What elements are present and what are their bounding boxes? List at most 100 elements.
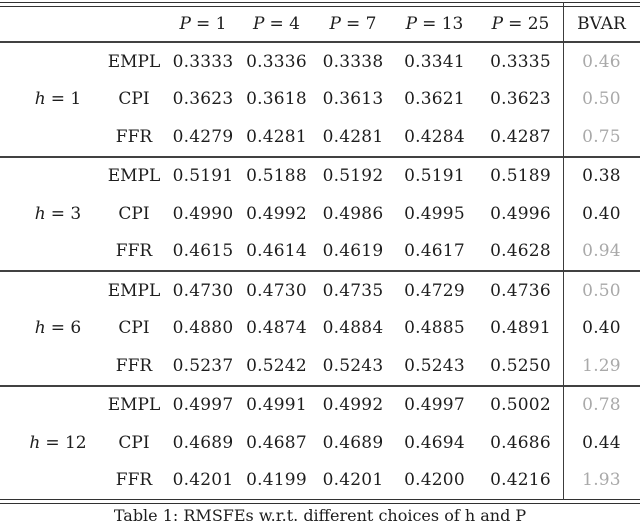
- h-label-cell: h = 3: [0, 204, 100, 224]
- p-value: = 4: [269, 14, 300, 34]
- value-cell: 0.4995: [404, 203, 465, 224]
- group-separator-rule: [0, 270, 640, 272]
- table-row: EMPL 0.3333 0.3336 0.3338 0.3341 0.3335 0.46: [0, 43, 640, 81]
- bvar-value-cell: 0.40: [582, 318, 621, 339]
- value-cell: 0.5237: [172, 355, 234, 376]
- value-cell: 0.5189: [490, 166, 551, 187]
- table-header-row: P = 1 P = 4 P = 7 P = 13 P = 25 BVAR: [0, 7, 640, 41]
- bvar-value-cell: 0.44: [582, 432, 621, 453]
- value-cell: 0.4694: [404, 432, 465, 453]
- value-cell: 0.4615: [172, 241, 234, 262]
- table-body: EMPL 0.3333 0.3336 0.3338 0.3341 0.3335 0.46 h =…: [0, 43, 640, 499]
- bvar-value-cell: 0.75: [582, 126, 621, 147]
- table-row: EMPL 0.5191 0.5188 0.5192 0.5191 0.5189 0.38: [0, 158, 640, 196]
- p-value: = 25: [508, 14, 550, 34]
- row-variable-label: CPI: [118, 432, 150, 453]
- value-cell: 0.3623: [172, 89, 234, 110]
- p-symbol: P: [179, 14, 191, 34]
- bvar-separator-line: [563, 2, 564, 500]
- h-label-cell: h = 6: [0, 318, 100, 338]
- table-row: FFR 0.4615 0.4614 0.4619 0.4617 0.4628 0.94: [0, 233, 640, 271]
- group-separator-rule: [0, 155, 640, 158]
- value-cell: 0.4891: [490, 318, 551, 339]
- header-col-p4: P = 4: [238, 14, 315, 34]
- h-symbol: h: [29, 432, 41, 453]
- value-cell: 0.4885: [404, 318, 465, 339]
- row-variable-label: FFR: [115, 126, 153, 147]
- h-value: = 12: [45, 432, 87, 453]
- value-cell: 0.4201: [322, 470, 384, 491]
- bvar-value-cell: 0.78: [582, 395, 621, 416]
- row-variable-label: EMPL: [107, 280, 161, 301]
- value-cell: 0.4689: [172, 432, 234, 453]
- header-col-p1: P = 1: [168, 14, 238, 34]
- value-cell: 0.4689: [322, 432, 384, 453]
- bvar-value-cell: 0.94: [582, 241, 621, 262]
- value-cell: 0.4730: [246, 280, 307, 301]
- header-rule: [0, 41, 640, 43]
- value-cell: 0.4287: [490, 126, 551, 147]
- value-cell: 0.5242: [246, 355, 307, 376]
- value-cell: 0.4991: [246, 395, 307, 416]
- table-row: EMPL 0.4997 0.4991 0.4992 0.4997 0.5002 0.78: [0, 387, 640, 425]
- p-value: = 7: [345, 14, 377, 34]
- value-cell: 0.4686: [490, 432, 551, 453]
- value-cell: 0.4730: [172, 280, 234, 301]
- h-label-cell: h = 1: [0, 89, 100, 109]
- p-symbol: P: [491, 14, 504, 34]
- h-value: = 3: [50, 203, 82, 224]
- value-cell: 0.5191: [404, 166, 465, 187]
- p-symbol: P: [329, 14, 341, 34]
- value-cell: 0.4628: [490, 241, 551, 262]
- group-separator-rule: [0, 384, 640, 387]
- value-cell: 0.4687: [246, 432, 307, 453]
- value-cell: 0.3336: [246, 51, 307, 72]
- top-double-rule: [0, 2, 640, 7]
- value-cell: 0.3613: [322, 89, 384, 110]
- value-cell: 0.4986: [322, 203, 384, 224]
- h-value: = 6: [50, 318, 82, 339]
- bvar-value-cell: 0.46: [582, 51, 621, 72]
- value-cell: 0.5192: [322, 166, 384, 187]
- value-cell: 0.4884: [322, 318, 384, 339]
- value-cell: 0.4279: [172, 126, 234, 147]
- h-symbol: h: [34, 203, 46, 224]
- p-value: = 13: [422, 14, 464, 34]
- h-symbol: h: [34, 89, 46, 110]
- table-row: FFR 0.5237 0.5242 0.5243 0.5243 0.5250 1.29: [0, 347, 640, 385]
- row-variable-label: CPI: [118, 203, 150, 224]
- bottom-double-rule: [0, 499, 640, 504]
- value-cell: 0.4997: [172, 395, 234, 416]
- value-cell: 0.4992: [246, 203, 307, 224]
- header-col-p25: P = 25: [478, 14, 563, 34]
- value-cell: 0.4216: [490, 470, 551, 491]
- value-cell: 0.5250: [490, 355, 551, 376]
- value-cell: 0.4880: [172, 318, 234, 339]
- bvar-value-cell: 1.93: [582, 470, 621, 491]
- value-cell: 0.4284: [404, 126, 465, 147]
- value-cell: 0.4614: [246, 241, 307, 262]
- row-variable-label: FFR: [115, 470, 153, 491]
- value-cell: 0.5188: [246, 166, 307, 187]
- value-cell: 0.4735: [322, 280, 384, 301]
- table-row: h = 3 CPI 0.4990 0.4992 0.4986 0.4995 0.4996 0.4…: [0, 195, 640, 233]
- value-cell: 0.4199: [246, 470, 307, 491]
- value-cell: 0.4281: [322, 126, 384, 147]
- bvar-value-cell: 0.50: [582, 280, 621, 301]
- row-variable-label: CPI: [118, 89, 150, 110]
- value-cell: 0.3338: [322, 51, 384, 72]
- header-col-bvar: BVAR: [577, 14, 626, 34]
- bvar-value-cell: 0.38: [582, 166, 621, 187]
- value-cell: 0.3618: [246, 89, 307, 110]
- table-row: FFR 0.4279 0.4281 0.4281 0.4284 0.4287 0.75: [0, 118, 640, 156]
- value-cell: 0.3621: [404, 89, 465, 110]
- value-cell: 0.4617: [404, 241, 465, 262]
- row-variable-label: EMPL: [107, 51, 161, 72]
- value-cell: 0.4619: [322, 241, 384, 262]
- bvar-value-cell: 0.40: [582, 203, 621, 224]
- value-cell: 0.4990: [172, 203, 234, 224]
- value-cell: 0.4992: [322, 395, 384, 416]
- header-col-p13: P = 13: [391, 14, 478, 34]
- bvar-value-cell: 0.50: [582, 89, 621, 110]
